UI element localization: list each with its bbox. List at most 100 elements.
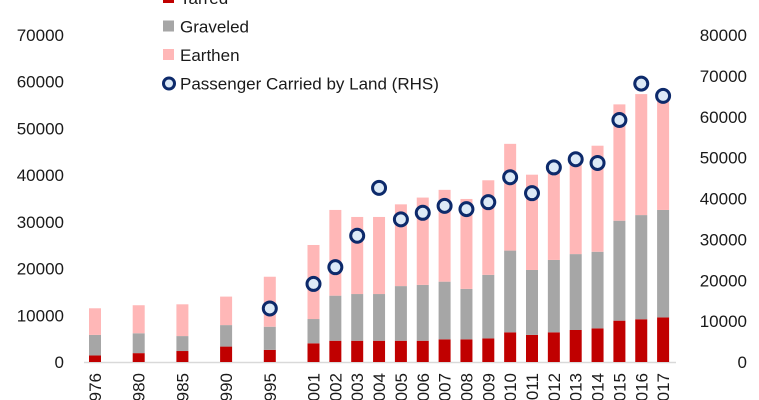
bar-graveled-2005 [394, 286, 407, 341]
bar-earthen-2012 [547, 166, 560, 260]
passenger-marker-2013 [567, 151, 584, 168]
bar-earthen-2008 [460, 198, 473, 289]
bar-graveled-2008 [460, 288, 473, 340]
bar-graveled-2011 [526, 269, 538, 335]
bar-graveled-2016 [635, 215, 648, 320]
bar-tarred-2007 [438, 339, 451, 362]
bar-earthen-1990 [220, 296, 233, 326]
bar-graveled-1980 [132, 333, 145, 354]
legend-swatch-earthen [163, 49, 174, 60]
x-tick-label: 2015 [610, 373, 629, 400]
bar-graveled-1985 [176, 336, 189, 352]
x-tick-label: 1990 [217, 373, 236, 400]
passenger-marker-2005 [392, 211, 409, 228]
passenger-marker-2008 [458, 201, 475, 218]
bar-tarred-1990 [220, 346, 233, 362]
passenger-marker-2011 [524, 185, 540, 202]
bar-earthen-1976 [89, 308, 101, 335]
passenger-marker-2010 [502, 169, 519, 186]
x-tick-label: 2013 [567, 373, 586, 400]
bar-graveled-2010 [504, 250, 517, 333]
x-tick-label: 2005 [392, 373, 411, 400]
bar-tarred-1980 [132, 353, 145, 362]
legend-label: Passenger Carried by Land (RHS) [180, 75, 439, 94]
left-tick-label: 20000 [17, 260, 64, 279]
left-tick-label: 50000 [17, 119, 64, 138]
right-tick-label: 80000 [700, 26, 747, 45]
right-tick-label: 40000 [700, 190, 747, 209]
x-tick-label: 2009 [479, 373, 498, 400]
bar-earthen-2004 [373, 216, 386, 295]
bar-graveled-2004 [373, 294, 386, 341]
bar-earthen-2010 [504, 143, 517, 251]
bar-graveled-2009 [482, 274, 495, 339]
passenger-marker-2002 [327, 259, 344, 276]
bar-tarred-2005 [394, 340, 407, 362]
right-tick-label: 60000 [700, 108, 747, 127]
bar-tarred-2001 [307, 343, 320, 362]
bar-tarred-2008 [460, 339, 473, 362]
bar-graveled-2006 [416, 284, 429, 341]
passenger-marker-2003 [349, 227, 366, 244]
bar-graveled-2015 [613, 220, 626, 321]
bar-graveled-2017 [657, 209, 670, 318]
left-tick-label: 40000 [17, 166, 64, 185]
bar-tarred-2004 [373, 340, 386, 362]
bar-graveled-2012 [547, 259, 560, 333]
x-tick-label: 2008 [457, 373, 476, 400]
right-tick-label: 50000 [700, 149, 747, 168]
bar-tarred-1985 [176, 351, 189, 362]
x-tick-label: 2017 [654, 373, 673, 400]
passenger-marker-2004 [371, 179, 388, 196]
bar-graveled-2007 [438, 281, 451, 340]
legend: Tarred Graveled Earthen Passenger Carried b… [162, 0, 439, 94]
bar-tarred-2006 [416, 340, 429, 362]
bar-tarred-2016 [635, 319, 648, 362]
bar-tarred-2012 [547, 332, 560, 362]
right-tick-label: 10000 [700, 312, 747, 331]
x-tick-label: 2011 [523, 373, 542, 400]
bar-tarred-2003 [351, 340, 364, 362]
bar-tarred-2002 [329, 340, 342, 362]
x-tick-label: 2004 [370, 373, 389, 400]
bar-earthen-2002 [329, 209, 342, 296]
x-tick-label: 2001 [305, 373, 324, 400]
right-tick-label: 70000 [700, 67, 747, 86]
bar-tarred-2009 [482, 338, 495, 362]
bar-earthen-2013 [569, 158, 582, 255]
bar-tarred-2010 [504, 332, 517, 362]
passenger-marker-2016 [633, 75, 650, 92]
x-tick-label: 2007 [436, 373, 455, 400]
x-tick-label: 1995 [261, 373, 280, 400]
bar-tarred-2013 [569, 330, 582, 362]
x-tick-label: 1980 [130, 373, 149, 400]
bar-tarred-1976 [89, 355, 101, 362]
bar-earthen-2014 [591, 145, 604, 252]
x-tick-label: 2012 [545, 373, 564, 400]
passenger-marker-2015 [611, 112, 628, 129]
legend-label: Earthen [180, 46, 240, 65]
bar-tarred-1995 [263, 349, 276, 362]
bar-graveled-1995 [263, 326, 276, 350]
bar-graveled-2014 [591, 251, 604, 329]
passenger-marker-2017 [655, 87, 672, 104]
passenger-marker-2009 [480, 194, 497, 211]
bar-tarred-2011 [526, 334, 538, 362]
passenger-marker-2006 [414, 204, 431, 221]
x-tick-label: 2016 [632, 373, 651, 400]
passenger-marker-2014 [589, 154, 606, 171]
right-tick-label: 30000 [700, 230, 747, 249]
left-tick-label: 30000 [17, 213, 64, 232]
right-tick-label: 0 [738, 353, 747, 372]
passenger-marker-2007 [436, 197, 453, 214]
bar-graveled-1990 [220, 325, 233, 347]
x-tick-label: 2014 [589, 373, 608, 400]
bar-graveled-2013 [569, 254, 582, 331]
legend-marker-passenger [162, 76, 176, 91]
left-tick-label: 70000 [17, 26, 64, 45]
bar-earthen-2017 [657, 97, 670, 210]
x-tick-label: 2003 [348, 373, 367, 400]
legend-swatch-graveled [163, 20, 174, 32]
bar-tarred-2017 [657, 317, 670, 362]
legend-swatch-tarred [163, 0, 174, 3]
